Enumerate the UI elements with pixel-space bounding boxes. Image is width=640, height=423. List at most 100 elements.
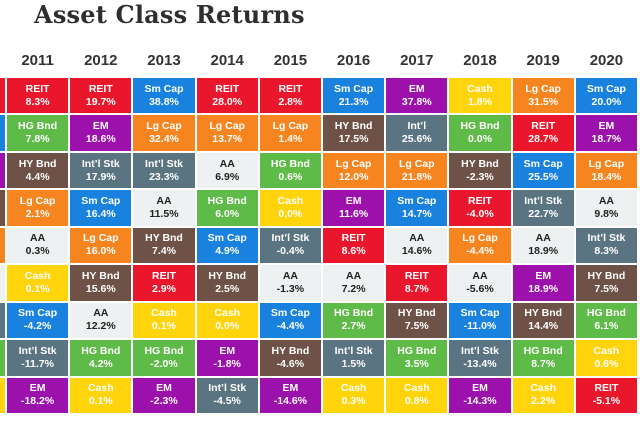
cut-off-prior-year-cell (0, 265, 5, 301)
asset-cell-2017: EM 37.8% (386, 78, 448, 114)
asset-return-value: 37.8% (401, 95, 432, 108)
asset-cell-2013: HG Bnd -2.0% (133, 340, 195, 376)
asset-cell-2011: Lg Cap 2.1% (7, 190, 69, 226)
asset-label: HY Bnd (461, 157, 499, 170)
asset-label: Int’l Stk (81, 157, 120, 170)
asset-return-value: 14.4% (528, 320, 559, 333)
asset-label: Int’l Stk (334, 344, 373, 357)
asset-return-value: 3.5% (404, 357, 429, 370)
asset-return-value: 7.2% (341, 282, 366, 295)
asset-label: EM (92, 120, 109, 133)
asset-label: Int’l Stk (18, 344, 57, 357)
asset-return-value: -14.6% (273, 395, 308, 408)
asset-label: Cash (214, 307, 241, 320)
asset-return-value: 21.3% (338, 95, 369, 108)
asset-label: Lg Cap (209, 120, 245, 133)
asset-label: AA (282, 269, 298, 282)
asset-return-value: 7.8% (25, 133, 50, 146)
asset-cell-2011: EM -18.2% (7, 377, 69, 413)
asset-label: EM (598, 120, 615, 133)
asset-return-value: 13.7% (212, 133, 243, 146)
asset-label: EM (345, 195, 362, 208)
asset-return-value: 0.6% (278, 170, 303, 183)
asset-return-value: -2.0% (150, 357, 178, 370)
asset-cell-2018: Int’l Stk -13.4% (449, 340, 511, 376)
asset-return-value: 21.8% (401, 170, 432, 183)
asset-label: Lg Cap (398, 157, 435, 170)
asset-label: Sm Cap (270, 307, 310, 320)
asset-return-value: 11.5% (149, 208, 179, 221)
asset-cell-2017: HG Bnd 3.5% (386, 340, 448, 376)
asset-cell-2015: EM -14.6% (259, 377, 321, 413)
asset-cell-2014: Int’l Stk -4.5% (196, 377, 258, 413)
asset-label: EM (282, 382, 299, 395)
asset-label: HG Bnd (586, 307, 626, 320)
asset-label: Int’l Stk (145, 157, 183, 170)
asset-label: Lg Cap (146, 120, 182, 133)
asset-label: Cash (593, 344, 620, 357)
asset-cell-2013: Cash 0.1% (133, 302, 195, 339)
asset-label: Int’l Stk (208, 382, 247, 395)
asset-return-value: 7.5% (594, 282, 619, 295)
asset-return-value: 32.4% (149, 133, 179, 146)
asset-label: HG Bnd (207, 195, 247, 208)
asset-label: HY Bnd (397, 307, 436, 320)
asset-return-value: 1.5% (341, 357, 366, 370)
asset-return-value: 18.6% (85, 133, 116, 146)
asset-cell-2017: AA 14.6% (386, 227, 448, 264)
asset-label: AA (30, 232, 46, 245)
asset-label: AA (346, 269, 362, 282)
asset-label: Cash (277, 195, 304, 208)
asset-cell-2020: HG Bnd 6.1% (575, 302, 637, 339)
asset-cell-2015: AA -1.3% (259, 265, 321, 301)
asset-label: HG Bnd (270, 157, 310, 170)
asset-return-value: 18.9% (528, 245, 559, 258)
asset-return-value: 4.4% (25, 170, 50, 183)
asset-return-value: 0.0% (278, 208, 303, 221)
asset-label: EM (29, 382, 46, 395)
asset-label: Lg Cap (588, 157, 625, 170)
year-header-2015: 2015 (273, 51, 308, 69)
asset-label: Int’l Stk (271, 232, 310, 245)
asset-label: Cash (87, 382, 114, 395)
asset-return-value: -2.3% (466, 170, 494, 183)
asset-cell-2014: Lg Cap 13.7% (196, 115, 258, 151)
asset-return-value: -4.4% (276, 320, 305, 333)
asset-label: Sm Cap (334, 82, 374, 95)
asset-label: HG Bnd (334, 307, 374, 320)
asset-return-value: 1.4% (278, 133, 303, 146)
asset-return-value: -4.6% (276, 357, 305, 370)
asset-cell-2020: AA 9.8% (575, 190, 637, 226)
asset-cell-2012: Cash 0.1% (70, 377, 132, 413)
asset-label: HY Bnd (18, 157, 57, 170)
asset-cell-2019: REIT 28.7% (512, 115, 574, 151)
asset-label: REIT (404, 269, 429, 282)
asset-return-value: 25.5% (528, 170, 559, 183)
asset-label: REIT (278, 82, 303, 95)
asset-cell-2017: Sm Cap 14.7% (386, 190, 448, 226)
returns-grid: REIT 8.3% HG Bnd 7.8% HY Bnd 4.4% Lg Cap 2.1% AA… (0, 78, 640, 413)
asset-cell-2011: REIT 8.3% (7, 78, 69, 114)
asset-cell-2016: Sm Cap 21.3% (323, 78, 385, 114)
asset-cell-2012: AA 12.2% (70, 302, 132, 339)
asset-label: AA (535, 232, 551, 245)
asset-label: Sm Cap (81, 195, 121, 208)
asset-label: Sm Cap (586, 82, 626, 95)
asset-cell-2013: AA 11.5% (133, 190, 195, 226)
asset-cell-2014: EM -1.8% (196, 340, 258, 376)
asset-cell-2020: EM 18.7% (575, 115, 637, 151)
asset-label: Sm Cap (207, 232, 247, 245)
asset-cell-2015: Lg Cap 1.4% (259, 115, 321, 151)
asset-cell-2012: HG Bnd 4.2% (70, 340, 132, 376)
asset-return-value: -14.3% (463, 395, 497, 408)
asset-cell-2011: AA 0.3% (7, 227, 69, 264)
cut-off-prior-year-cell (0, 227, 5, 264)
asset-label: AA (93, 307, 109, 320)
asset-cell-2011: Int’l Stk -11.7% (7, 340, 69, 376)
asset-return-value: 8.7% (531, 357, 556, 370)
asset-cell-2020: HY Bnd 7.5% (575, 265, 637, 301)
asset-return-value: 2.5% (215, 282, 240, 295)
asset-label: HG Bnd (523, 344, 563, 357)
asset-cell-2011: Sm Cap -4.2% (7, 302, 69, 339)
